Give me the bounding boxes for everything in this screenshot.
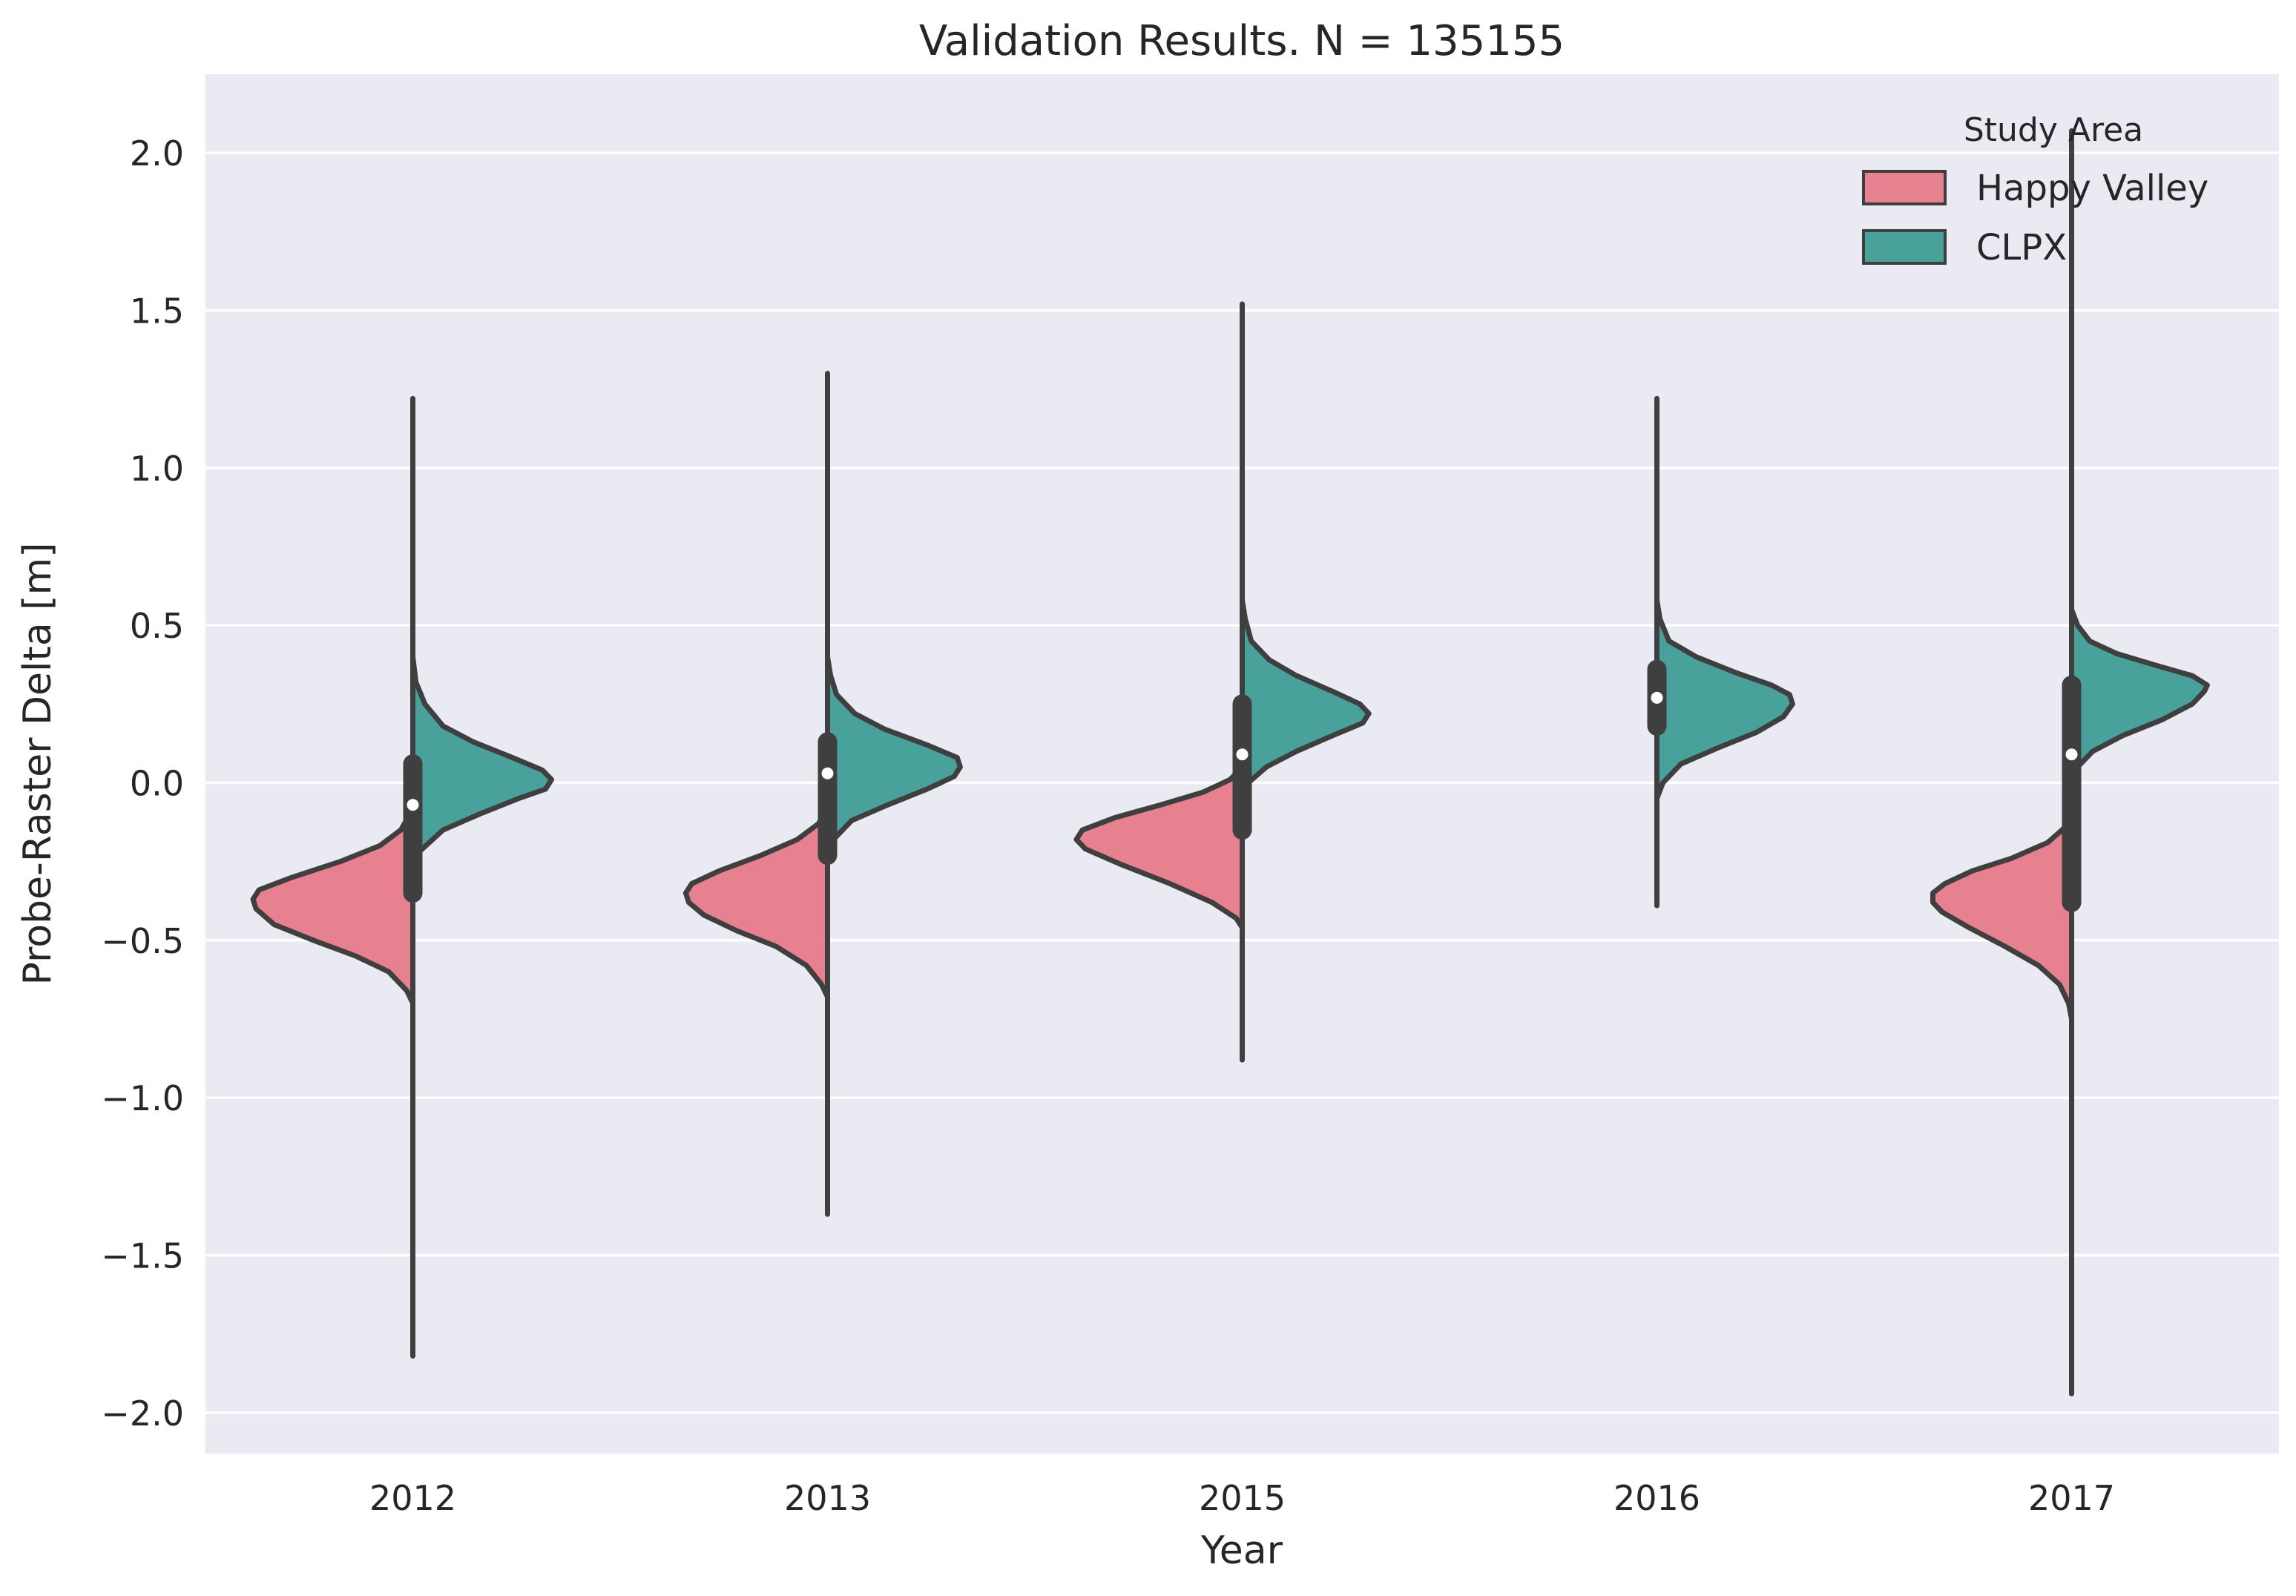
y-tick-label: 1.0 [130,449,184,489]
y-tick-label: −0.5 [101,921,184,961]
y-tick-label: −1.0 [101,1078,184,1118]
y-tick-label: 1.5 [130,291,184,331]
x-tick-label: 2016 [1614,1478,1700,1518]
y-tick-label: −1.5 [101,1236,184,1276]
x-tick-label: 2013 [784,1478,871,1518]
x-tick-label: 2017 [2028,1478,2115,1518]
x-axis-label: Year [1200,1529,1283,1573]
legend-label-clpx: CLPX [1976,227,2067,268]
violin-clpx-2017 [2069,607,2210,785]
legend: Study Area Happy Valley CLPX [1862,111,2208,268]
median-dot-2016 [1651,691,1663,704]
y-axis-label: Probe-Raster Delta [m] [16,543,60,986]
y-tick-label: −2.0 [101,1394,184,1434]
chart-title: Validation Results. N = 135155 [919,17,1565,65]
median-dot-2012 [407,799,419,811]
x-tick-labels: 2012 2013 2015 2016 2017 [369,1478,2115,1518]
x-tick-label: 2012 [369,1478,456,1518]
y-tick-label: 0.0 [130,763,184,803]
y-tick-label: 2.0 [130,133,184,174]
legend-title: Study Area [1964,111,2143,149]
y-tick-label: 0.5 [130,606,184,646]
median-dot-2015 [1236,748,1249,761]
y-tick-labels: 2.0 1.5 1.0 0.5 0.0 −0.5 −1.0 −1.5 −2.0 [101,133,184,1434]
legend-label-happy-valley: Happy Valley [1976,168,2208,209]
inner-boxes [403,128,2082,1396]
legend-swatch-happy-valley [1862,170,1947,205]
legend-swatch-clpx [1862,229,1947,265]
median-dot-2017 [2065,748,2078,761]
median-dot-2013 [821,767,834,779]
x-tick-label: 2015 [1199,1478,1286,1518]
